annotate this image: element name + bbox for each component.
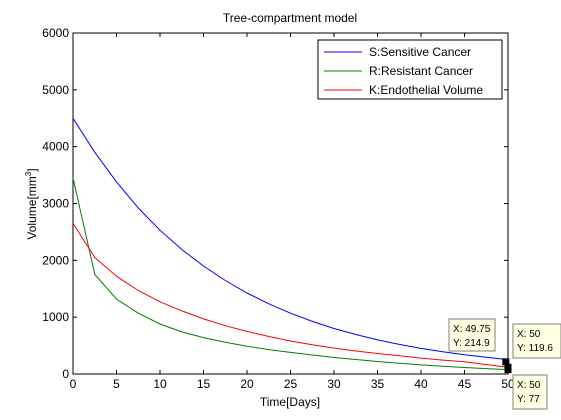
x-tick-label: 5 xyxy=(113,377,120,391)
x-tick-label: 15 xyxy=(197,377,211,391)
x-tick-label: 20 xyxy=(240,377,254,391)
axis-ticks: 0 5 10 15 20 25 30 35 40 45 50 0 1000 2000 3000 4000 500… xyxy=(42,26,515,391)
chart-title: Tree-compartment model xyxy=(223,11,357,25)
series-line xyxy=(72,223,509,368)
x-tick-label: 45 xyxy=(458,377,472,391)
x-tick-label: 40 xyxy=(414,377,428,391)
datatip[interactable]: X: 50 Y: 119.6 xyxy=(504,323,561,371)
legend-label: K:Endothelial Volume xyxy=(369,83,483,97)
legend-label: S:Sensitive Cancer xyxy=(369,45,471,59)
datatip-y-label: Y: 119.6 xyxy=(517,343,553,354)
x-tick-label: 10 xyxy=(153,377,167,391)
datatip-y-label: Y: 214.9 xyxy=(453,338,490,349)
y-axis-label-superscript: 3 xyxy=(24,171,33,176)
x-tick-label: 25 xyxy=(284,377,298,391)
datatip-box xyxy=(512,374,548,410)
x-tick-label: 50 xyxy=(501,377,515,391)
series-line xyxy=(72,118,509,361)
y-tick-label: 4000 xyxy=(42,140,69,154)
datatip-y-label: Y: 77 xyxy=(517,394,540,405)
datatip-box xyxy=(448,318,496,352)
series-line xyxy=(72,177,509,371)
datatips: X: 49.75 Y: 214.9 X: 50 Y: 119.6 X: 50 Y: 77 xyxy=(448,318,561,410)
datatip-x-label: X: 50 xyxy=(517,329,541,340)
y-axis-label-text: Volume[mm xyxy=(25,176,39,239)
x-tick-label: 35 xyxy=(371,377,385,391)
y-tick-label: 2000 xyxy=(42,253,69,267)
y-tick-label: 5000 xyxy=(42,83,69,97)
x-tick-label: 0 xyxy=(70,377,77,391)
y-axis-label: Volume[mm3] xyxy=(24,168,39,239)
x-axis-label: Time[Days] xyxy=(260,395,320,409)
datatip-x-label: X: 49.75 xyxy=(453,324,491,335)
datatip-x-label: X: 50 xyxy=(517,380,541,391)
y-axis-label-end: ] xyxy=(25,168,39,171)
legend-label: R:Resistant Cancer xyxy=(369,64,473,78)
legend-box xyxy=(317,39,503,100)
datatip[interactable]: X: 50 Y: 77 xyxy=(504,366,548,410)
y-tick-label: 3000 xyxy=(42,197,69,211)
y-tick-label: 6000 xyxy=(42,26,69,40)
y-tick-label: 0 xyxy=(62,367,69,381)
series-lines xyxy=(72,118,509,371)
datatip[interactable]: X: 49.75 Y: 214.9 xyxy=(448,318,510,366)
datatip-marker[interactable] xyxy=(502,358,510,366)
datatip-box xyxy=(512,323,561,359)
datatip-marker[interactable] xyxy=(504,366,512,374)
legend: S:Sensitive Cancer R:Resistant Cancer K:En… xyxy=(317,39,503,100)
x-tick-label: 30 xyxy=(327,377,341,391)
y-tick-label: 1000 xyxy=(42,310,69,324)
